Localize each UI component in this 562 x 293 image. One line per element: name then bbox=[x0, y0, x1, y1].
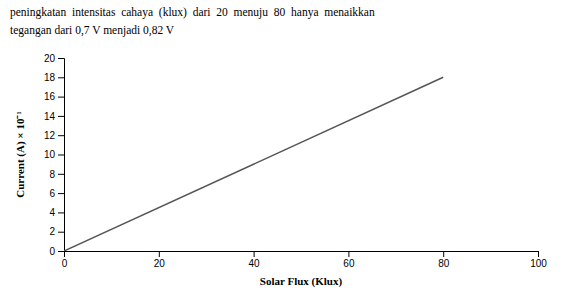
y-tick-label: 16 bbox=[44, 91, 56, 102]
y-tick-label: 14 bbox=[44, 111, 56, 122]
y-tick-label: 2 bbox=[49, 226, 55, 237]
x-tick-label: 60 bbox=[343, 258, 355, 269]
line bbox=[64, 77, 443, 251]
y-tick-label: 8 bbox=[49, 169, 55, 180]
x-tick-label: 100 bbox=[530, 258, 547, 269]
y-tick-mark bbox=[58, 77, 64, 78]
y-tick: 12 bbox=[44, 130, 64, 141]
y-axis-line bbox=[58, 59, 65, 252]
x-tick: 100 bbox=[530, 251, 547, 269]
y-tick-mark bbox=[58, 135, 64, 136]
x-tick-label: 40 bbox=[249, 258, 261, 269]
marks bbox=[64, 77, 443, 251]
y-tick: 18 bbox=[44, 72, 64, 83]
y-tick-label: 20 bbox=[44, 53, 56, 64]
y-tick-mark bbox=[58, 97, 64, 98]
y-tick: 0 bbox=[49, 246, 64, 257]
x-tick-label: 20 bbox=[154, 258, 166, 269]
y-tick-label: 10 bbox=[44, 149, 56, 160]
y-tick-label: 4 bbox=[49, 207, 55, 218]
x-axis: 0 20 40 60 80 100 bbox=[62, 251, 548, 269]
y-tick-mark bbox=[58, 58, 64, 59]
y-tick-label: 12 bbox=[44, 130, 56, 141]
y-tick-mark bbox=[58, 212, 64, 213]
y-tick-mark bbox=[58, 193, 64, 194]
x-tick: 60 bbox=[343, 251, 355, 269]
x-axis-title: Solar Flux (Klux) bbox=[260, 275, 343, 288]
y-tick-mark bbox=[58, 155, 64, 156]
y-tick: 6 bbox=[49, 188, 64, 199]
y-tick: 8 bbox=[49, 169, 64, 180]
x-tick-mark bbox=[538, 251, 539, 257]
y-tick: 2 bbox=[49, 226, 64, 237]
y-tick: 4 bbox=[49, 207, 64, 218]
y-tick: 10 bbox=[44, 149, 64, 160]
y-tick: 16 bbox=[44, 91, 64, 102]
x-tick-label: 80 bbox=[438, 258, 450, 269]
x-tick-mark bbox=[348, 251, 349, 257]
annotation: peningkatan intensitas cahaya (klux) dar… bbox=[10, 6, 375, 19]
y-tick-label: 18 bbox=[44, 72, 56, 83]
y-tick: 14 bbox=[44, 111, 64, 122]
annotation: tegangan dari 0,7 V menjadi 0,82 V bbox=[10, 24, 175, 37]
x-tick: 80 bbox=[438, 251, 450, 269]
y-tick-label: 6 bbox=[49, 188, 55, 199]
x-tick-mark bbox=[254, 251, 255, 257]
chart: peningkatan intensitas cahaya (klux) dar… bbox=[0, 0, 562, 293]
y-tick: 20 bbox=[44, 53, 64, 64]
y-tick-mark bbox=[58, 251, 64, 252]
y-tick-mark bbox=[58, 232, 64, 233]
x-tick-label: 0 bbox=[62, 258, 68, 269]
x-tick-mark bbox=[159, 251, 160, 257]
y-axis-title: Current (A) × 10⁻¹ bbox=[14, 111, 27, 197]
y-axis: 0 2 4 6 8 10 12 14 16 18 20 bbox=[44, 53, 65, 257]
y-tick-label: 0 bbox=[49, 246, 55, 257]
y-tick-mark bbox=[58, 174, 64, 175]
x-tick: 40 bbox=[249, 251, 261, 269]
plot-area: 0 20 40 60 80 100 0 2 4 6 8 10 12 14 16 18 20 Solar Flux … bbox=[14, 53, 547, 288]
x-tick: 20 bbox=[154, 251, 166, 269]
x-tick-mark bbox=[443, 251, 444, 257]
x-axis-line bbox=[65, 252, 539, 258]
x-tick: 0 bbox=[62, 251, 68, 269]
y-tick-mark bbox=[58, 116, 64, 117]
